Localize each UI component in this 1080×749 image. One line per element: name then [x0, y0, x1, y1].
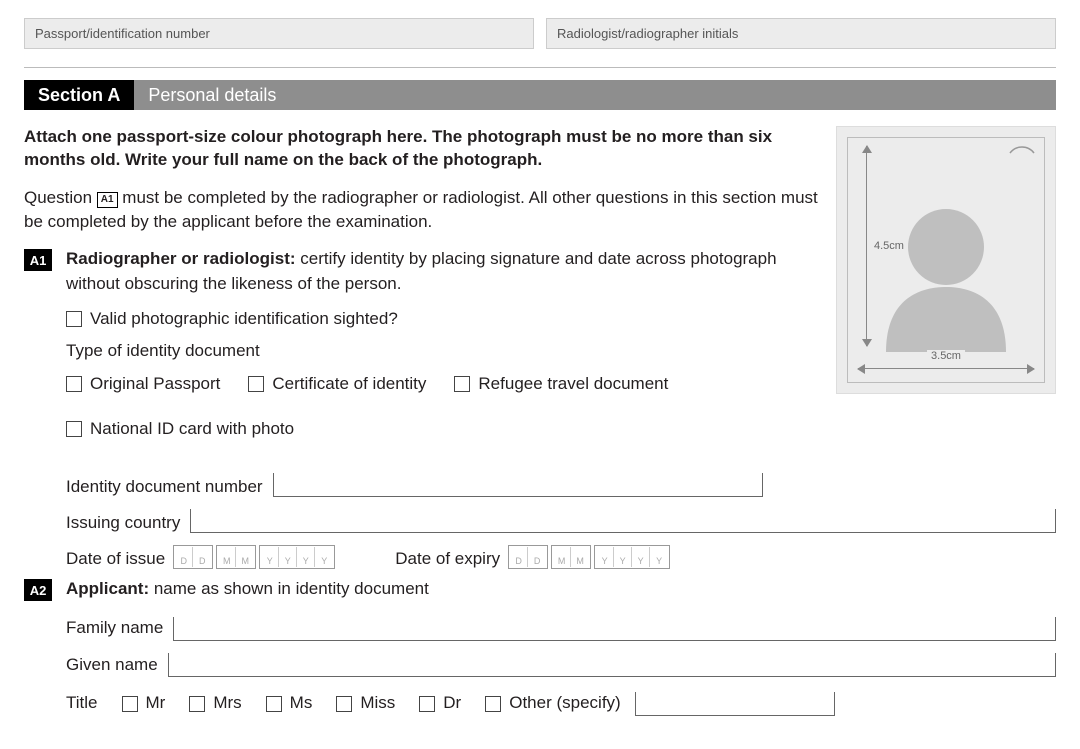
doc-type-label: Type of identity document [66, 339, 818, 364]
photo-inner: 4.5cm 3.5cm [847, 137, 1045, 383]
intro-instruction: Question A1 must be completed by the rad… [24, 186, 818, 234]
intro-post: must be completed by the radiographer or… [24, 188, 818, 231]
q-num-a2: A2 [24, 579, 52, 601]
section-bar: Section A Personal details [24, 80, 1056, 110]
opt-cert: Certificate of identity [272, 372, 426, 397]
divider [24, 67, 1056, 68]
intro-left: Attach one passport-size colour photogra… [24, 126, 818, 461]
dim-h-label: 3.5cm [927, 350, 965, 362]
intro-bold-text: Attach one passport-size colour photogra… [24, 126, 818, 172]
family-name-label: Family name [66, 616, 163, 641]
silhouette-icon [876, 192, 1016, 352]
checkbox-mr[interactable] [122, 696, 138, 712]
given-name-input[interactable] [168, 653, 1056, 677]
other-title-input[interactable] [635, 692, 835, 716]
opt-mrs: Mrs [213, 691, 241, 716]
date-expiry-boxes[interactable]: DD MM YYYY [508, 545, 670, 569]
opt-mr: Mr [146, 691, 166, 716]
a1-lead: Radiographer or radiologist: [66, 249, 296, 268]
question-a2: A2 Applicant: name as shown in identity … [24, 577, 1056, 716]
passport-id-field[interactable]: Passport/identification number [24, 18, 534, 49]
opt-refugee: Refugee travel document [478, 372, 668, 397]
question-a1: A1 Radiographer or radiologist: certify … [24, 247, 818, 451]
a2-lead: Applicant: [66, 579, 149, 598]
intro-pre: Question [24, 188, 97, 207]
checkbox-valid-id[interactable] [66, 311, 82, 327]
a1-fields: Identity document number Issuing country… [66, 473, 1056, 569]
doc-type-options: Original Passport Certificate of identit… [66, 372, 818, 441]
staple-icon [1008, 144, 1036, 156]
dim-horizontal: 3.5cm [858, 350, 1034, 376]
date-issue-label: Date of issue [66, 549, 165, 569]
dim-v-label: 4.5cm [874, 240, 904, 252]
given-name-label: Given name [66, 653, 158, 678]
checkbox-miss[interactable] [336, 696, 352, 712]
opt-nid: National ID card with photo [90, 417, 294, 442]
checkbox-refugee[interactable] [454, 376, 470, 392]
opt-dr: Dr [443, 691, 461, 716]
a2-rest: name as shown in identity document [149, 579, 429, 598]
checkbox-dr[interactable] [419, 696, 435, 712]
checkbox-nid[interactable] [66, 421, 82, 437]
checkbox-cert[interactable] [248, 376, 264, 392]
opt-ms: Ms [290, 691, 313, 716]
checkbox-ms[interactable] [266, 696, 282, 712]
a1-inline-box: A1 [97, 192, 118, 208]
checkbox-mrs[interactable] [189, 696, 205, 712]
q-num-a1: A1 [24, 249, 52, 271]
family-name-input[interactable] [173, 617, 1056, 641]
checkbox-other[interactable] [485, 696, 501, 712]
opt-passport: Original Passport [90, 372, 220, 397]
opt-miss: Miss [360, 691, 395, 716]
section-label: Section A [24, 80, 134, 110]
issuing-country-label: Issuing country [66, 513, 180, 533]
valid-id-label: Valid photographic identification sighte… [90, 307, 398, 332]
title-label: Title [66, 691, 98, 716]
q-body-a1: Radiographer or radiologist: certify ide… [66, 247, 818, 451]
photo-box: 4.5cm 3.5cm [836, 126, 1056, 394]
checkbox-passport[interactable] [66, 376, 82, 392]
intro-wrap: Attach one passport-size colour photogra… [24, 126, 1056, 461]
doc-num-input[interactable] [273, 473, 763, 497]
doc-num-label: Identity document number [66, 477, 263, 497]
radiographer-initials-field[interactable]: Radiologist/radiographer initials [546, 18, 1056, 49]
dim-vertical: 4.5cm [860, 146, 888, 346]
header-row: Passport/identification number Radiologi… [24, 18, 1056, 49]
opt-other: Other (specify) [509, 691, 620, 716]
section-title: Personal details [134, 80, 1056, 110]
q-body-a2: Applicant: name as shown in identity doc… [66, 577, 1056, 716]
issuing-country-input[interactable] [190, 509, 1056, 533]
date-expiry-label: Date of expiry [395, 549, 500, 569]
date-issue-boxes[interactable]: DD MM YYYY [173, 545, 335, 569]
